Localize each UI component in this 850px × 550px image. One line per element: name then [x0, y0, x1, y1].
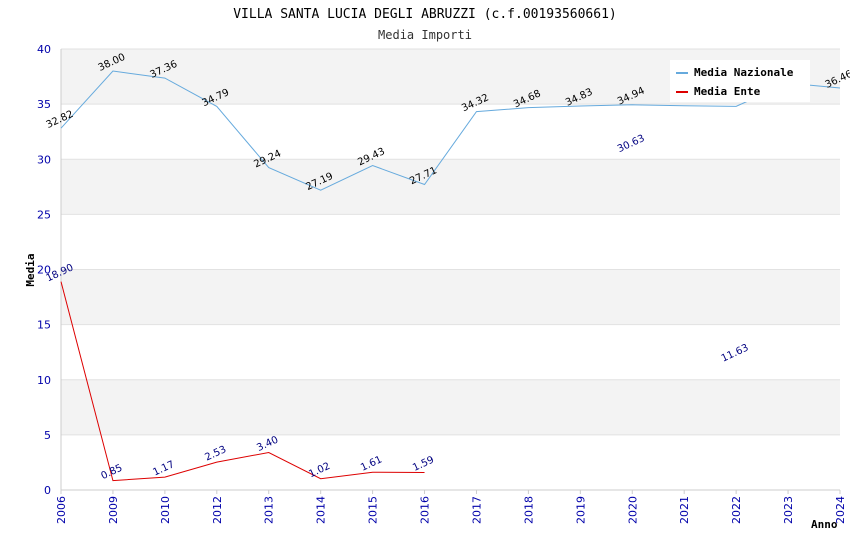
chart-title: VILLA SANTA LUCIA DEGLI ABRUZZI (c.f.001…: [233, 7, 617, 22]
grid-band: [61, 324, 840, 380]
x-tick-label: 2013: [263, 496, 276, 524]
x-tick-label: 2016: [419, 496, 432, 524]
x-tick-label: 2006: [55, 496, 68, 524]
grid-band: [61, 104, 840, 160]
legend-label-media-ente: Media Ente: [694, 85, 761, 98]
x-tick-label: 2020: [626, 496, 639, 524]
x-tick-label: 2021: [678, 496, 691, 524]
series-line-media-nazionale: [60, 70, 841, 191]
y-tick-label: 10: [37, 374, 51, 387]
grid-band: [61, 159, 840, 215]
y-tick-label: 5: [44, 429, 51, 442]
y-axis-label: Media: [24, 253, 37, 286]
x-tick-label: 2018: [522, 496, 535, 524]
y-tick-label: 0: [44, 484, 51, 497]
y-tick-label: 20: [37, 264, 51, 277]
grid-band: [61, 269, 840, 325]
grid-band: [61, 379, 840, 435]
x-tick-label: 2012: [211, 496, 224, 524]
legend-label-media-nazionale: Media Nazionale: [694, 66, 794, 79]
x-tick-label: 2022: [730, 496, 743, 524]
series-lines: [60, 70, 841, 482]
x-tick-label: 2014: [315, 496, 328, 524]
y-tick-label: 30: [37, 153, 51, 166]
chart-subtitle: Media Importi: [378, 28, 472, 42]
x-tick-label: 2023: [782, 496, 795, 524]
x-tick-label: 2010: [159, 496, 172, 524]
x-tick-label: 2009: [107, 496, 120, 524]
x-tick-label: 2024: [834, 496, 847, 524]
x-tick-label: 2019: [574, 496, 587, 524]
grid-bands: [61, 49, 840, 490]
y-tick-label: 35: [37, 98, 51, 111]
y-tick-label: 15: [37, 319, 51, 332]
x-tick-label: 2015: [367, 496, 380, 524]
y-tick-label: 40: [37, 43, 51, 56]
series-line-media-ente: [60, 281, 425, 482]
axes: [60, 49, 841, 494]
y-tick-label: 25: [37, 208, 51, 221]
y-tick-labels: 0 5 10 15 20 25 30 35 40: [37, 43, 51, 497]
legend-box: [670, 60, 810, 102]
legend: Media Nazionale Media Ente: [670, 60, 810, 102]
grid-band: [61, 214, 840, 270]
x-tick-labels: 2006 2009 2010 2012 2013 2014 2015 2016 2017 2018…: [55, 496, 847, 524]
x-axis-label: Anno: [811, 518, 838, 531]
x-tick-label: 2017: [470, 496, 483, 524]
grid-band: [61, 434, 840, 490]
